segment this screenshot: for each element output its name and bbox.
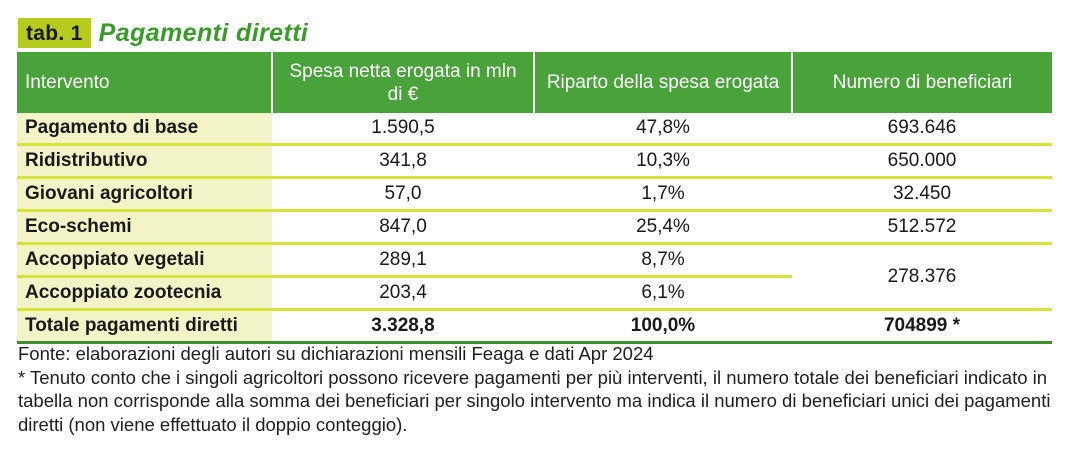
source-note: Fonte: elaborazioni degli autori su dich… [18, 343, 654, 364]
header-intervento: Intervento [17, 52, 273, 113]
table-row: Pagamento di base 1.590,5 47,8% 693.646 [17, 113, 1052, 146]
table-number-badge: tab. 1 [18, 18, 91, 48]
table-row: Giovani agricoltori 57,0 1,7% 32.450 [17, 177, 1052, 212]
row-label: Accoppiato vegetali [17, 243, 272, 278]
table-title: tab. 1 Pagamenti diretti [18, 16, 308, 50]
cell-spesa: 847,0 [272, 210, 534, 245]
cell-riparto: 25,4% [534, 210, 792, 245]
header-riparto: Riparto della spesa erogata [534, 52, 793, 113]
cell-riparto: 8,7% [534, 243, 792, 278]
header-row: Intervento Spesa netta erogata in mln di… [17, 52, 1052, 113]
table-row: Ridistributivo 341,8 10,3% 650.000 [17, 144, 1052, 179]
total-spesa: 3.328,8 [272, 309, 534, 344]
cell-riparto: 6,1% [534, 276, 792, 311]
table-notes: Fonte: elaborazioni degli autori su dich… [18, 342, 1058, 436]
cell-spesa: 341,8 [272, 144, 534, 179]
payments-table: Intervento Spesa netta erogata in mln di… [17, 52, 1052, 344]
total-label: Totale pagamenti diretti [17, 309, 272, 344]
row-label: Giovani agricoltori [17, 177, 272, 212]
cell-spesa: 289,1 [272, 243, 534, 278]
footnote: * Tenuto conto che i singoli agricoltori… [18, 366, 1051, 435]
cell-beneficiari: 512.572 [792, 210, 1052, 245]
cell-spesa: 57,0 [272, 177, 534, 212]
table-row: Eco-schemi 847,0 25,4% 512.572 [17, 210, 1052, 245]
table-row: Accoppiato zootecnia 203,4 6,1% [17, 276, 1052, 311]
cell-riparto: 1,7% [534, 177, 792, 212]
cell-riparto: 10,3% [534, 144, 792, 179]
header-spesa: Spesa netta erogata in mln di € [272, 52, 535, 113]
cell-beneficiari: 32.450 [792, 177, 1052, 212]
row-label: Pagamento di base [17, 113, 272, 146]
table-heading: Pagamenti diretti [98, 18, 309, 47]
header-beneficiari: Numero di beneficiari [792, 52, 1052, 113]
cell-spesa: 203,4 [272, 276, 534, 311]
total-riparto: 100,0% [534, 309, 792, 344]
cell-beneficiari: 650.000 [792, 144, 1052, 179]
cell-beneficiari-merged: 278.376 [792, 243, 1052, 311]
row-label: Ridistributivo [17, 144, 272, 179]
total-beneficiari: 704899 * [792, 309, 1052, 344]
cell-spesa: 1.590,5 [272, 113, 534, 146]
row-label: Accoppiato zootecnia [17, 276, 272, 311]
row-label: Eco-schemi [17, 210, 272, 245]
total-row: Totale pagamenti diretti 3.328,8 100,0% … [17, 309, 1052, 344]
table-row: Accoppiato vegetali 289,1 8,7% 278.376 [17, 243, 1052, 311]
cell-riparto: 47,8% [534, 113, 792, 146]
cell-beneficiari: 693.646 [792, 113, 1052, 146]
